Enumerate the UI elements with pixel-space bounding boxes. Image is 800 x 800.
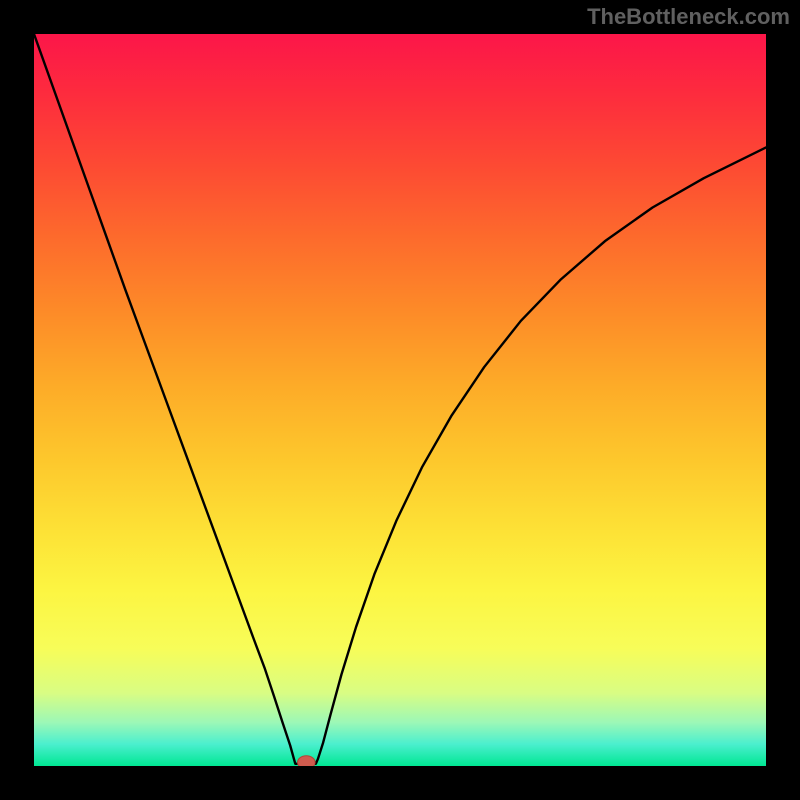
- chart-background: [34, 34, 766, 766]
- marker-dot: [298, 756, 316, 766]
- chart-outer-frame: TheBottleneck.com: [0, 0, 800, 800]
- chart-plot-area: [34, 34, 766, 766]
- watermark-text: TheBottleneck.com: [587, 4, 790, 30]
